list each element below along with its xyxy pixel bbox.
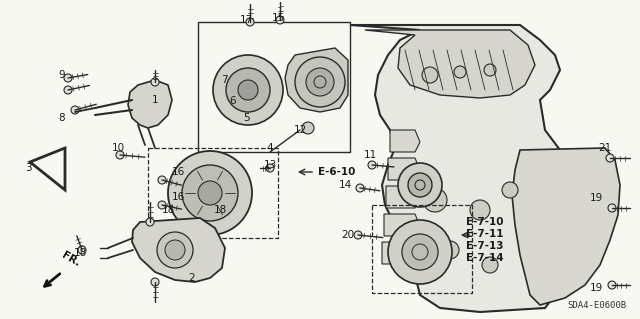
Polygon shape [365,30,535,98]
Circle shape [168,151,252,235]
Circle shape [266,164,274,172]
Text: E-7-13: E-7-13 [466,241,504,251]
Text: 16: 16 [172,192,184,202]
Circle shape [238,80,258,100]
Text: 10: 10 [111,143,125,153]
Circle shape [608,204,616,212]
Text: 3: 3 [25,163,31,173]
Polygon shape [386,186,420,208]
Circle shape [64,86,72,94]
Circle shape [354,231,362,239]
Circle shape [146,218,154,226]
Circle shape [368,161,376,169]
Circle shape [213,55,283,125]
Circle shape [306,68,334,96]
Text: 7: 7 [221,75,227,85]
Polygon shape [512,148,620,305]
Circle shape [182,165,238,221]
Polygon shape [384,214,420,236]
Circle shape [116,151,124,159]
Circle shape [470,200,490,220]
Text: 9: 9 [59,70,65,80]
Circle shape [402,234,438,270]
Text: E-7-10: E-7-10 [466,217,504,227]
Text: 6: 6 [230,96,236,106]
Circle shape [441,241,459,259]
Circle shape [502,182,518,198]
Circle shape [78,246,86,254]
Text: E-7-11: E-7-11 [466,229,504,239]
Circle shape [423,188,447,212]
Text: 20: 20 [341,230,355,240]
Polygon shape [382,242,420,264]
Text: 2: 2 [189,273,195,283]
Text: SDA4-E0600B: SDA4-E0600B [567,301,626,310]
Circle shape [398,163,442,207]
Polygon shape [350,25,575,312]
Circle shape [226,68,270,112]
Circle shape [157,232,193,268]
Text: 14: 14 [339,180,351,190]
Text: FR.: FR. [60,250,82,268]
Circle shape [482,257,498,273]
Text: 17: 17 [239,15,253,25]
Circle shape [71,106,79,114]
Text: 18: 18 [74,248,86,258]
Text: 21: 21 [598,143,612,153]
Text: 12: 12 [293,125,307,135]
Polygon shape [285,48,348,112]
Circle shape [165,240,185,260]
Circle shape [295,57,345,107]
Text: 16: 16 [172,167,184,177]
Text: E-7-14: E-7-14 [466,253,504,263]
Text: 1: 1 [152,95,158,105]
Circle shape [606,154,614,162]
Circle shape [608,281,616,289]
Circle shape [302,122,314,134]
Circle shape [388,220,452,284]
Bar [148,148,278,238]
Circle shape [246,18,254,26]
Circle shape [158,176,166,184]
Circle shape [422,67,438,83]
Bar [372,205,472,293]
Circle shape [151,278,159,286]
Circle shape [158,201,166,209]
Bar [198,22,350,152]
Polygon shape [132,218,225,282]
Text: 8: 8 [59,113,65,123]
Circle shape [151,78,159,86]
Text: 19: 19 [589,283,603,293]
Text: E-6-10: E-6-10 [318,167,355,177]
Polygon shape [390,130,420,152]
Text: 19: 19 [589,193,603,203]
Circle shape [484,64,496,76]
Circle shape [356,184,364,192]
Text: 5: 5 [244,113,250,123]
Text: 11: 11 [364,150,376,160]
Text: 18: 18 [213,205,227,215]
Text: 15: 15 [271,13,285,23]
Circle shape [454,66,466,78]
Polygon shape [388,158,420,180]
Text: 4: 4 [267,143,273,153]
Text: 13: 13 [264,160,276,170]
Circle shape [198,181,222,205]
Circle shape [276,16,284,24]
Text: 18: 18 [161,205,175,215]
Polygon shape [128,80,172,128]
Circle shape [408,173,432,197]
Circle shape [64,74,72,82]
